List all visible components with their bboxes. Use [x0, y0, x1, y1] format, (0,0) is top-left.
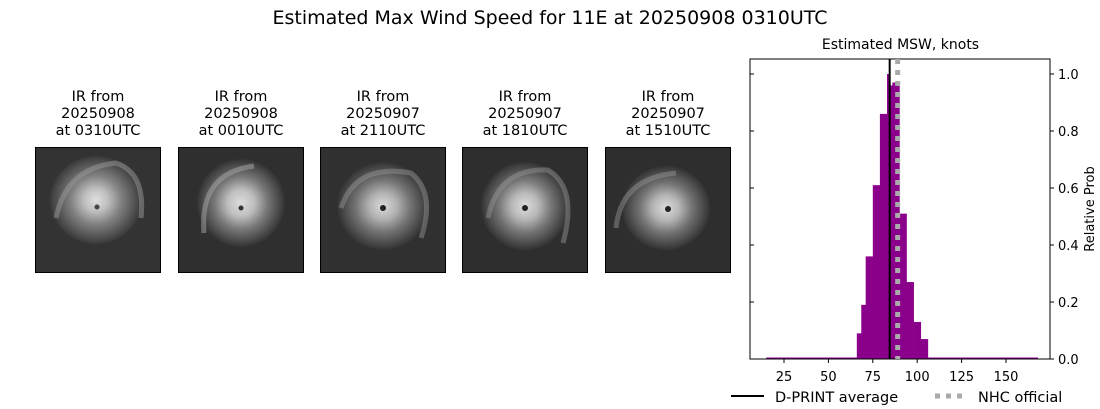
ir-satellite-image — [320, 147, 446, 273]
legend-nhc-label: NHC official — [978, 390, 1062, 406]
x-tick-label: 75 — [865, 370, 882, 385]
x-tick-label: 125 — [949, 370, 974, 385]
histogram-bar — [888, 85, 893, 360]
histogram-bar — [879, 113, 888, 360]
ir-satellite-image — [605, 147, 731, 273]
histogram-bar — [887, 74, 890, 359]
y-tick-label: 0.8 — [1058, 125, 1079, 140]
ir-panel-title: IR from 20250907 at 1510UTC — [625, 89, 711, 139]
ir-panel-title: IR from 20250908 at 0010UTC — [198, 89, 284, 139]
x-tick-label: 50 — [820, 370, 837, 385]
histogram-bar — [865, 256, 874, 359]
ir-panel-title: IR from 20250908 at 0310UTC — [55, 89, 141, 139]
histogram-bar — [892, 82, 900, 360]
ir-panel-title: IR from 20250907 at 1810UTC — [482, 89, 568, 139]
histogram-bar — [861, 304, 866, 359]
x-tick-label: 100 — [905, 370, 930, 385]
ir-satellite-image — [35, 147, 161, 273]
x-axis: 25 50 75 100 125 150 — [776, 359, 1019, 385]
ir-panel-2: IR from 20250908 at 0010UTC — [178, 89, 304, 273]
histogram-bar — [913, 321, 922, 359]
y-axis: 0.0 0.2 0.4 0.6 0.8 1.0 — [750, 68, 1079, 368]
y-tick-label: 0.6 — [1058, 182, 1079, 197]
ir-satellite-image — [462, 147, 588, 273]
ir-panel-3: IR from 20250907 at 2110UTC — [320, 89, 446, 273]
y-tick-label: 0.4 — [1058, 239, 1079, 254]
histogram-bar — [872, 185, 881, 359]
legend-dprint-label: D-PRINT average — [775, 390, 898, 406]
x-tick-label: 150 — [994, 370, 1019, 385]
histogram-bar — [906, 282, 914, 359]
ir-satellite-image — [178, 147, 304, 273]
y-tick-label: 1.0 — [1058, 68, 1079, 83]
ir-panel-5: IR from 20250907 at 1510UTC — [605, 89, 731, 273]
y-axis-label: Relative Prob — [1083, 166, 1098, 251]
figure-title: Estimated Max Wind Speed for 11E at 2025… — [272, 7, 828, 29]
x-tick-label: 25 — [776, 370, 793, 385]
ir-panel-4: IR from 20250907 at 1810UTC — [462, 89, 588, 273]
histogram-bars — [766, 74, 1038, 360]
ir-panel-1: IR from 20250908 at 0310UTC — [35, 89, 161, 273]
histogram-bar — [856, 333, 862, 359]
histogram-bar — [920, 339, 929, 359]
histogram-bar — [899, 213, 907, 359]
chart-title: Estimated MSW, knots — [821, 37, 980, 53]
y-tick-label: 0.0 — [1058, 353, 1079, 368]
y-tick-label: 0.2 — [1058, 296, 1079, 311]
ir-panel-title: IR from 20250907 at 2110UTC — [340, 89, 426, 139]
